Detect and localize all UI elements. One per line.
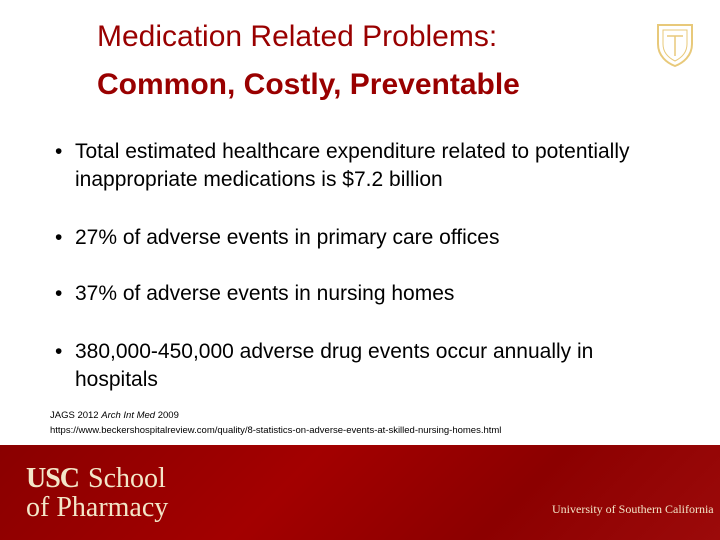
- shield-logo: [657, 24, 693, 68]
- footer: USC School of Pharmacy University of Sou…: [0, 445, 720, 540]
- logo-pharmacy: of Pharmacy: [26, 492, 169, 523]
- logo-usc: USC: [26, 463, 80, 494]
- bullet: • 37% of adverse events in nursing homes: [55, 280, 665, 308]
- bullet: • 380,000-450,000 adverse drug events occ…: [55, 338, 665, 394]
- text: 27% of adverse events in primary care of…: [75, 226, 500, 249]
- reference: JAGS 2012 Arch Int Med 2009: [50, 410, 179, 421]
- reference-url: https://www.beckershospitalreview.com/qu…: [50, 425, 502, 436]
- bullet: • 27% of adverse events in primary care o…: [55, 224, 665, 252]
- text: Total estimated healthcare expenditure r…: [75, 140, 630, 191]
- text: Arch Int Med: [101, 410, 156, 421]
- title: Medication Related Problems:: [97, 20, 498, 53]
- bullet: • Total estimated healthcare expenditure …: [55, 138, 665, 194]
- text: 37% of adverse events in nursing homes: [75, 282, 455, 305]
- text: 380,000-450,000 adverse drug events occu…: [75, 340, 594, 391]
- logo-school: School: [88, 463, 166, 494]
- university-name: University of Southern California: [552, 502, 714, 516]
- text: 2009: [157, 410, 179, 421]
- subtitle: Common, Costly, Preventable: [97, 68, 520, 101]
- text: JAGS 2012: [50, 410, 99, 421]
